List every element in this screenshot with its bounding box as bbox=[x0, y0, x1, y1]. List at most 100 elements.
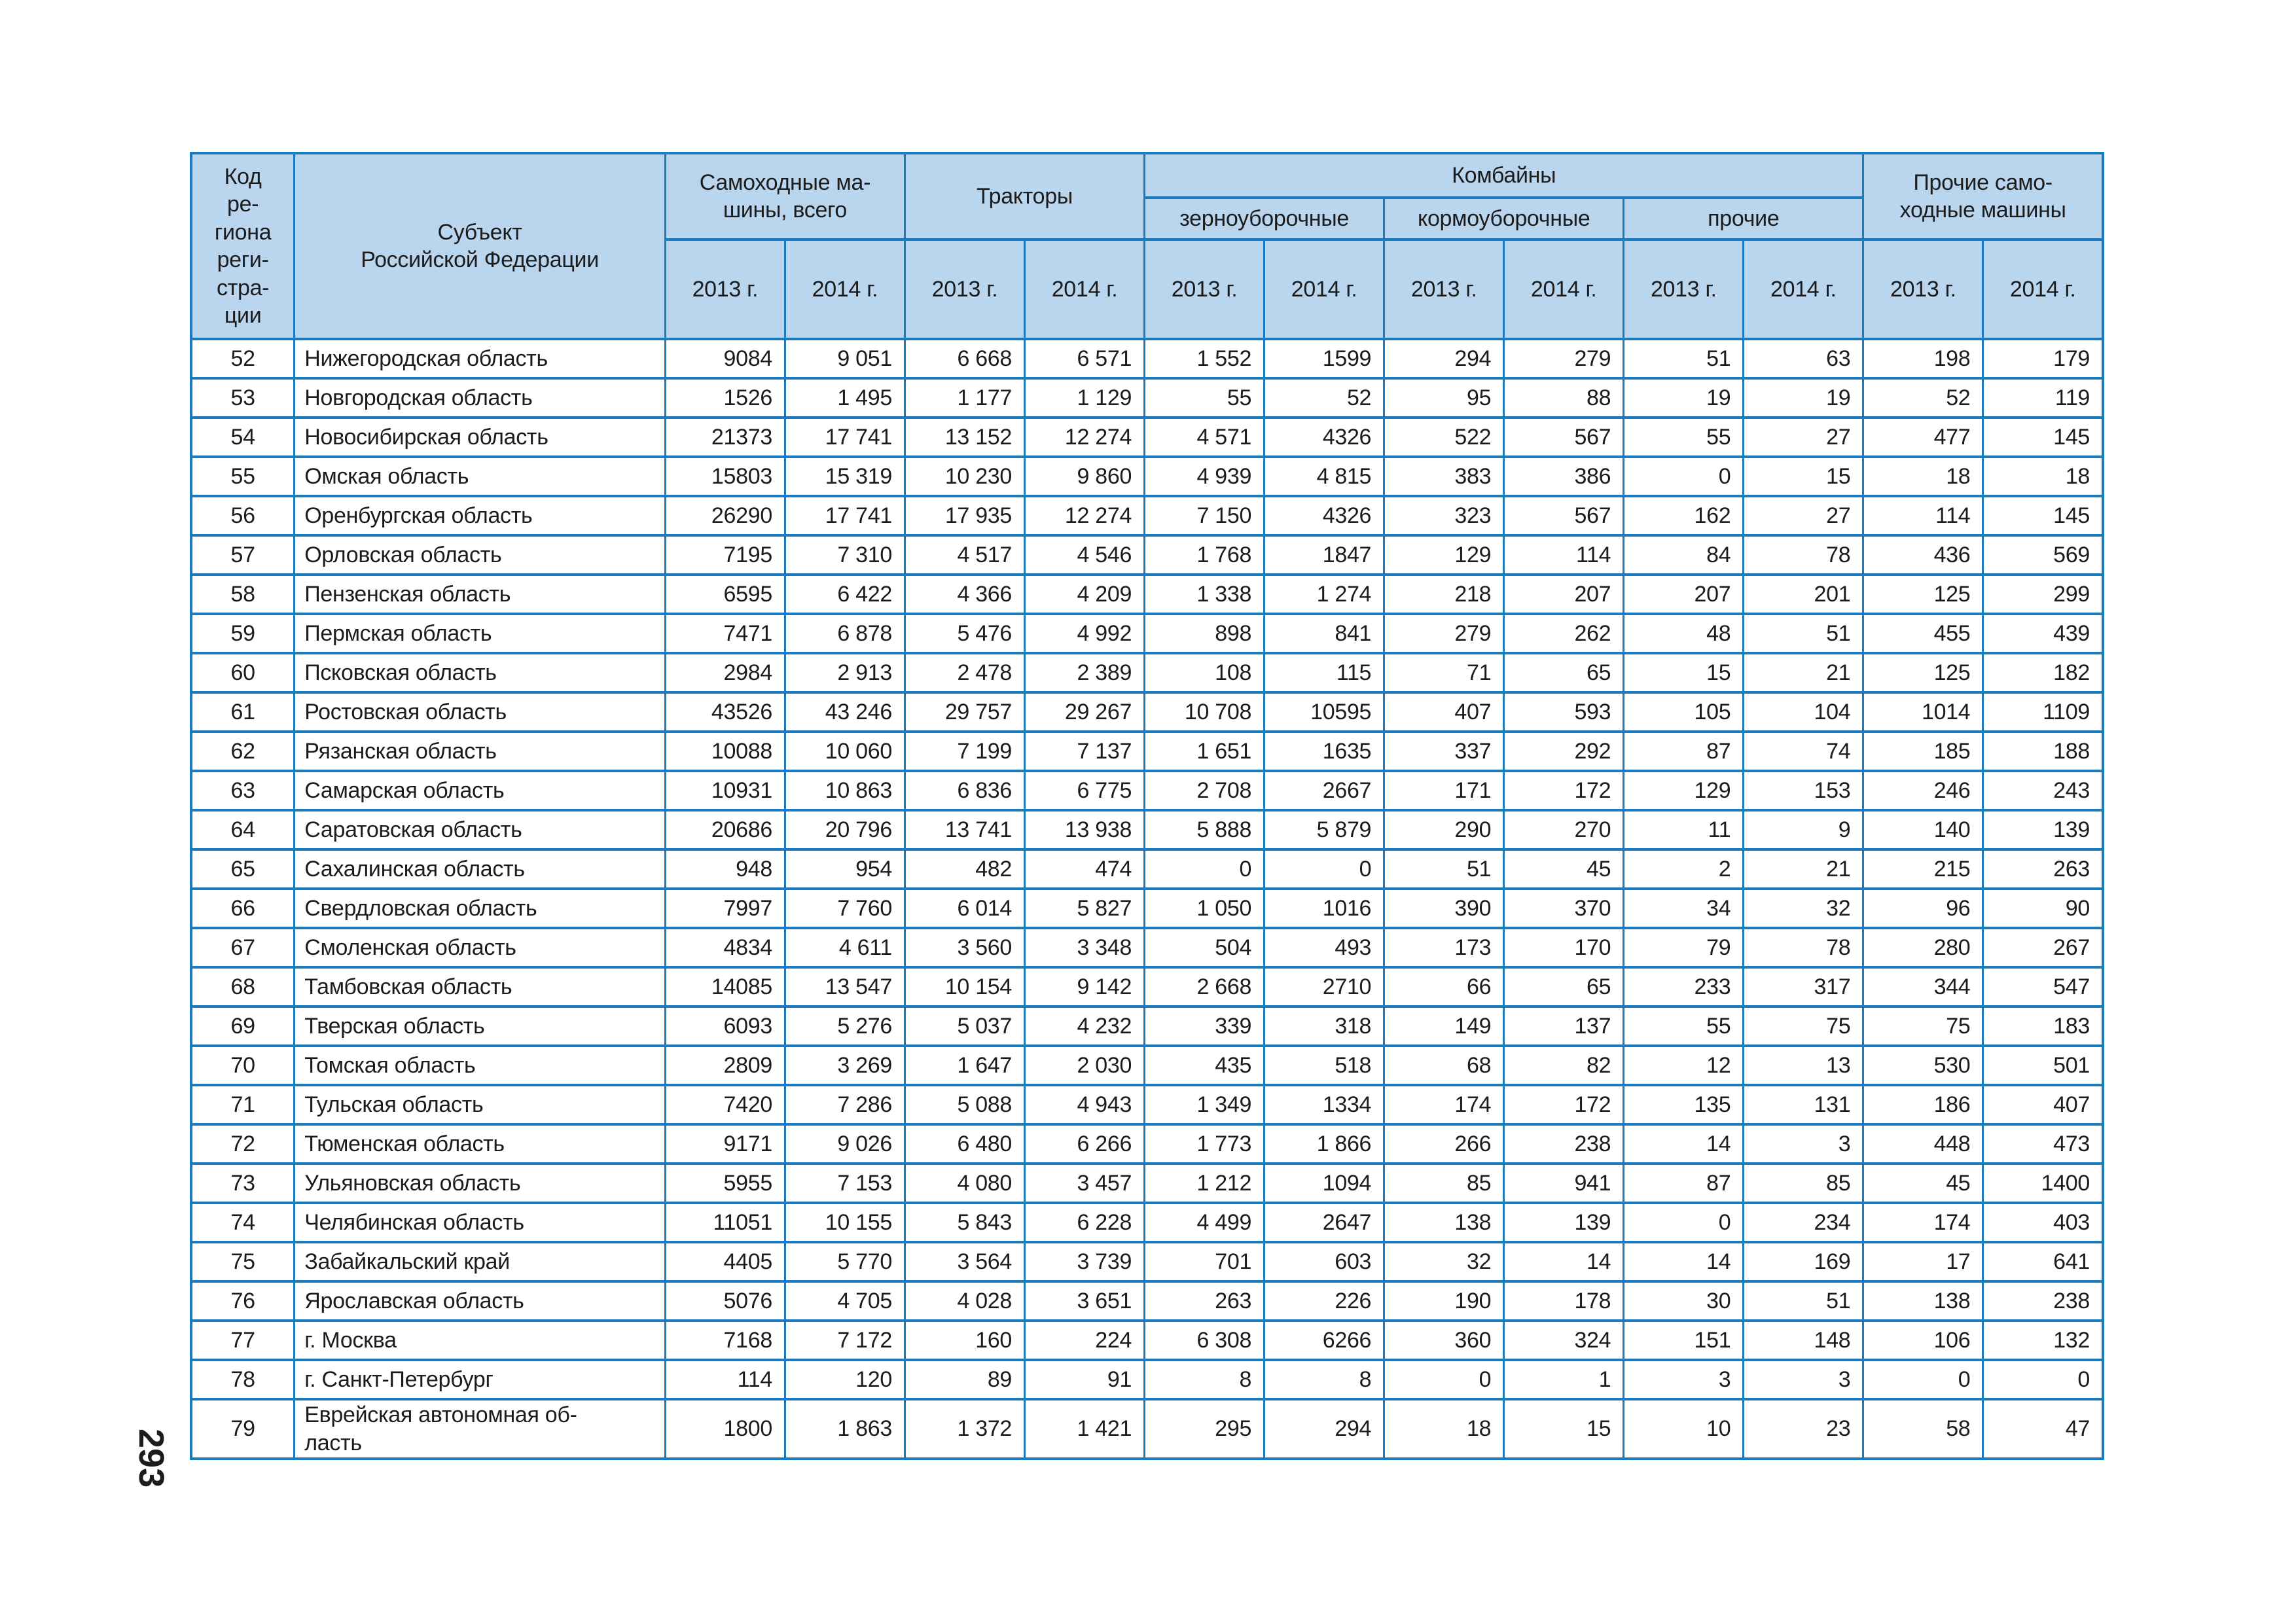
value-cell: 149 bbox=[1383, 1005, 1505, 1047]
value-cell: 55 bbox=[1143, 377, 1266, 419]
value-cell: 4 571 bbox=[1143, 416, 1266, 458]
value-cell: 7 199 bbox=[903, 730, 1026, 772]
region-name-cell: Тверская область bbox=[293, 1005, 666, 1047]
value-cell: 15803 bbox=[664, 455, 786, 497]
value-cell: 17 741 bbox=[783, 416, 906, 458]
value-cell: 2 bbox=[1623, 848, 1745, 890]
value-cell: 292 bbox=[1503, 730, 1625, 772]
value-cell: 290 bbox=[1383, 809, 1505, 851]
value-cell: 7195 bbox=[664, 534, 786, 576]
value-cell: 129 bbox=[1383, 534, 1505, 576]
value-cell: 13 741 bbox=[903, 809, 1026, 851]
value-cell: 4 366 bbox=[903, 573, 1026, 615]
value-cell: 2647 bbox=[1263, 1202, 1386, 1243]
value-cell: 1014 bbox=[1862, 691, 1984, 733]
value-cell: 530 bbox=[1862, 1044, 1984, 1086]
value-cell: 63 bbox=[1742, 338, 1865, 380]
value-cell: 74 bbox=[1742, 730, 1865, 772]
value-cell: 51 bbox=[1742, 1280, 1865, 1322]
value-cell: 17 935 bbox=[903, 495, 1026, 537]
value-cell: 13 152 bbox=[903, 416, 1026, 458]
value-cell: 125 bbox=[1862, 652, 1984, 694]
value-cell: 439 bbox=[1982, 613, 2104, 654]
region-code-cell: 56 bbox=[190, 495, 296, 537]
value-cell: 7 153 bbox=[783, 1162, 906, 1204]
year-header-cell: 2013 г. bbox=[1143, 238, 1266, 340]
value-cell: 948 bbox=[664, 848, 786, 890]
value-cell: 1 866 bbox=[1263, 1123, 1386, 1165]
value-cell: 11051 bbox=[664, 1202, 786, 1243]
value-cell: 218 bbox=[1383, 573, 1505, 615]
value-cell: 68 bbox=[1383, 1044, 1505, 1086]
region-code-cell: 75 bbox=[190, 1241, 296, 1283]
value-cell: 294 bbox=[1383, 338, 1505, 380]
table-row: 70 Томская область 2809 3 269 1 647 2 030 435 5… bbox=[190, 1044, 2104, 1086]
table-row: 58 Пензенская область 6595 6 422 4 366 4 209 1… bbox=[190, 573, 2104, 615]
value-cell: 13 938 bbox=[1024, 809, 1146, 851]
table-row: 78 г. Санкт-Петербург 114 120 89 91 8 8 0 1 3 3 0 0 bbox=[190, 1359, 2104, 1400]
value-cell: 1016 bbox=[1263, 887, 1386, 929]
value-cell: 174 bbox=[1862, 1202, 1984, 1243]
value-cell: 7 150 bbox=[1143, 495, 1266, 537]
region-name-cell: Саратовская область bbox=[293, 809, 666, 851]
value-cell: 32 bbox=[1742, 887, 1865, 929]
value-cell: 2 478 bbox=[903, 652, 1026, 694]
year-header-cell: 2014 г. bbox=[1982, 238, 2104, 340]
value-cell: 477 bbox=[1862, 416, 1984, 458]
value-cell: 120 bbox=[783, 1359, 906, 1400]
value-cell: 170 bbox=[1503, 927, 1625, 969]
header-tractors: Тракторы bbox=[903, 152, 1146, 241]
value-cell: 6 014 bbox=[903, 887, 1026, 929]
value-cell: 12 bbox=[1623, 1044, 1745, 1086]
value-cell: 10 155 bbox=[783, 1202, 906, 1243]
value-cell: 4 992 bbox=[1024, 613, 1146, 654]
value-cell: 207 bbox=[1503, 573, 1625, 615]
value-cell: 493 bbox=[1263, 927, 1386, 969]
value-cell: 295 bbox=[1143, 1398, 1266, 1460]
region-name-cell: Ростовская область bbox=[293, 691, 666, 733]
table-row: 72 Тюменская область 9171 9 026 6 480 6 266 1 … bbox=[190, 1123, 2104, 1165]
value-cell: 2 030 bbox=[1024, 1044, 1146, 1086]
value-cell: 45 bbox=[1503, 848, 1625, 890]
value-cell: 954 bbox=[783, 848, 906, 890]
value-cell: 4 080 bbox=[903, 1162, 1026, 1204]
value-cell: 17 741 bbox=[783, 495, 906, 537]
value-cell: 78 bbox=[1742, 534, 1865, 576]
region-name-cell: Новосибирская область bbox=[293, 416, 666, 458]
region-name-cell: Псковская область bbox=[293, 652, 666, 694]
region-code-cell: 72 bbox=[190, 1123, 296, 1165]
value-cell: 29 757 bbox=[903, 691, 1026, 733]
value-cell: 2 708 bbox=[1143, 770, 1266, 812]
value-cell: 15 bbox=[1623, 652, 1745, 694]
region-name-cell: Омская область bbox=[293, 455, 666, 497]
value-cell: 48 bbox=[1623, 613, 1745, 654]
value-cell: 104 bbox=[1742, 691, 1865, 733]
value-cell: 21373 bbox=[664, 416, 786, 458]
table-row: 60 Псковская область 2984 2 913 2 478 2 389 10… bbox=[190, 652, 2104, 694]
value-cell: 7 172 bbox=[783, 1319, 906, 1361]
value-cell: 162 bbox=[1623, 495, 1745, 537]
value-cell: 1 bbox=[1503, 1359, 1625, 1400]
value-cell: 151 bbox=[1623, 1319, 1745, 1361]
value-cell: 6 422 bbox=[783, 573, 906, 615]
value-cell: 1 552 bbox=[1143, 338, 1266, 380]
value-cell: 3 560 bbox=[903, 927, 1026, 969]
value-cell: 9 026 bbox=[783, 1123, 906, 1165]
value-cell: 641 bbox=[1982, 1241, 2104, 1283]
region-name-cell: Пермская область bbox=[293, 613, 666, 654]
region-code-cell: 69 bbox=[190, 1005, 296, 1047]
value-cell: 7 760 bbox=[783, 887, 906, 929]
value-cell: 0 bbox=[1143, 848, 1266, 890]
value-cell: 30 bbox=[1623, 1280, 1745, 1322]
table-row: 76 Ярославская область 5076 4 705 4 028 3 651… bbox=[190, 1280, 2104, 1322]
region-name-cell: Самарская область bbox=[293, 770, 666, 812]
region-name-cell: Оренбургская область bbox=[293, 495, 666, 537]
region-name-cell: Новгородская область bbox=[293, 377, 666, 419]
table-row: 63 Самарская область 10931 10 863 6 836 6 775… bbox=[190, 770, 2104, 812]
value-cell: 3 bbox=[1742, 1359, 1865, 1400]
region-code-cell: 70 bbox=[190, 1044, 296, 1086]
value-cell: 135 bbox=[1623, 1084, 1745, 1126]
value-cell: 6093 bbox=[664, 1005, 786, 1047]
value-cell: 1800 bbox=[664, 1398, 786, 1460]
value-cell: 262 bbox=[1503, 613, 1625, 654]
